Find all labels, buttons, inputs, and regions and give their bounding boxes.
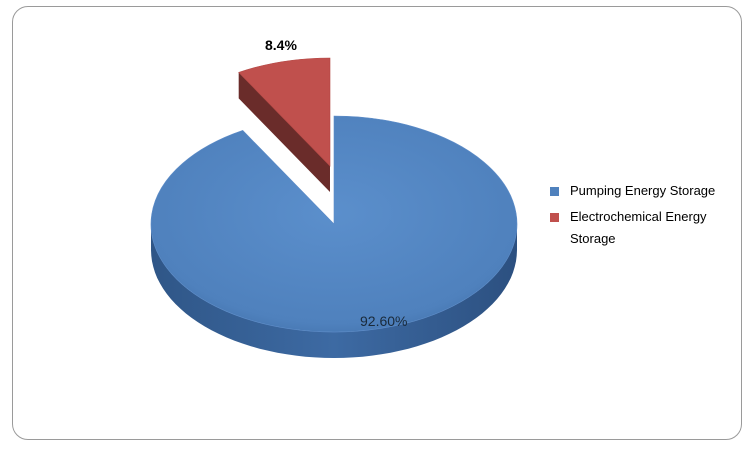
legend-label: Electrochemical Energy Storage [570,209,707,246]
slice-label-pumping: 92.60% [360,313,408,329]
legend-item-pumping: Pumping Energy Storage [550,180,740,202]
slice-label-electrochemical: 8.4% [265,37,297,53]
legend-item-electrochemical: Electrochemical Energy Storage [550,206,740,250]
legend-swatch-blue [550,187,559,196]
slice-side-pumping [151,224,517,358]
legend: Pumping Energy Storage Electrochemical E… [550,180,740,254]
legend-label: Pumping Energy Storage [570,183,716,198]
slice-electrochemical [238,57,331,167]
slice-pumping [150,115,518,333]
slice-side-electrochemical [238,72,330,192]
legend-swatch-red [550,213,559,222]
